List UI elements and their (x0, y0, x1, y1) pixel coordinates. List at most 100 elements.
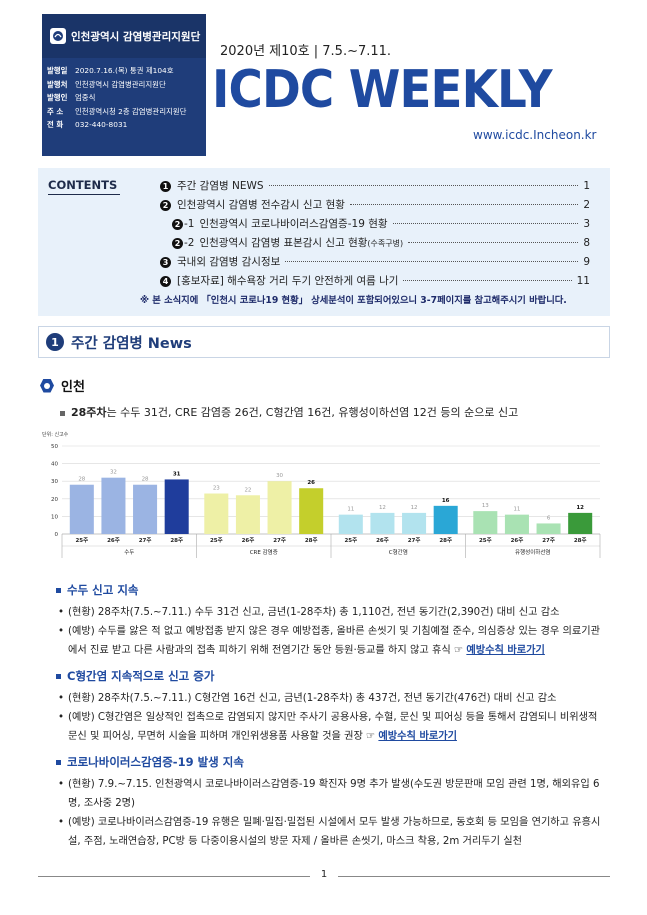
toc-item[interactable]: 1 주간 감염병 NEWS 1 (160, 178, 590, 193)
meta-value: 032-440-8031 (75, 120, 128, 130)
issue-info: 2020년 제10호 | 7.5.~7.11. (220, 44, 392, 59)
toc-page: 2 (583, 199, 590, 211)
contents-note: ※ 본 소식지에 「인천시 코로나19 현황」 상세분석이 포함되어있으니 3-… (140, 295, 567, 306)
data-label: 26 (307, 480, 315, 486)
dot-bullet-icon: • (58, 693, 65, 704)
section-header: 1 주간 감염병 News (38, 326, 610, 358)
block-item-text: (현황) 28주차(7.5.~7.11.) 수두 31건 신고, 금년(1-28… (68, 607, 560, 618)
y-axis-label: 단위: 신고수 (42, 431, 69, 438)
bar (536, 523, 561, 534)
y-tick-label: 0 (55, 532, 59, 538)
block-item: • (현황) 28주차(7.5.~7.11.) C형간염 16건 신고, 금년(1… (58, 689, 608, 708)
x-tick-label: 27주 (408, 536, 421, 544)
toc-text: 인천광역시 감염병 표본감시 신고 현황 (199, 237, 368, 249)
block-item-text: (현황) 7.9.~7.15. 인천광역시 코로나바이러스감염증-19 확진자 … (68, 779, 600, 809)
data-label: 16 (442, 498, 450, 504)
dot-bullet-icon: • (58, 817, 65, 828)
x-tick-label: 25주 (210, 536, 223, 544)
toc-text-note: (수족구병) (367, 239, 404, 248)
toc-number: 4 (160, 276, 171, 287)
meta-value: 엄중식 (75, 93, 96, 103)
x-tick-label: 25주 (344, 536, 357, 544)
toc-number: 3 (160, 257, 171, 268)
block-item: • (현황) 7.9.~7.15. 인천광역시 코로나바이러스감염증-19 확진자… (58, 775, 608, 813)
publication-meta: 발행일 2020.7.16.(목) 통권 제104호 발행처 인천광역시 감염병관리… (42, 64, 206, 132)
block-item: • (예방) C형간염은 일상적인 접촉으로 감염되지 않지만 주사기 공용사용,… (58, 708, 608, 746)
toc-page: 8 (583, 237, 590, 249)
block-item-text: (예방) 수두를 앓은 적 없고 예방접종 받지 않은 경우 예방접종, 올바른… (68, 626, 600, 656)
toc-page: 9 (583, 256, 590, 268)
prevention-guide-link[interactable]: 예방수칙 바로가기 (466, 645, 545, 656)
prevention-guide-link[interactable]: 예방수칙 바로가기 (378, 731, 457, 742)
meta-key: 발행처 (47, 79, 68, 89)
x-tick-label: 25주 (75, 536, 88, 544)
data-label: 28 (142, 477, 149, 483)
block-item: • (예방) 수두를 앓은 적 없고 예방접종 받지 않은 경우 예방접종, 올바… (58, 622, 608, 660)
toc-subnumber: -1 (184, 218, 195, 230)
toc-leader (285, 261, 579, 262)
toc-item[interactable]: 4 [홍보자료] 해수욕장 거리 두기 안전하게 여름 나기 11 (160, 273, 590, 288)
meta-key: 발행인 (47, 93, 68, 103)
toc-leader (408, 242, 579, 243)
group-label: C형간염 (389, 548, 408, 556)
meta-key: 전 화 (47, 120, 64, 130)
bar (69, 484, 94, 534)
x-tick-label: 26주 (242, 536, 255, 544)
square-bullet-icon (56, 674, 61, 679)
page-number: 1 (310, 869, 338, 880)
group-label: 유행성이하선염 (515, 548, 550, 556)
toc-text: [홍보자료] 해수욕장 거리 두기 안전하게 여름 나기 (177, 275, 399, 287)
toc-page: 1 (583, 180, 590, 192)
toc-subnumber: -2 (184, 237, 195, 249)
block-heading-text: C형간염 지속적으로 신고 증가 (67, 669, 215, 683)
bar (204, 493, 229, 534)
x-tick-label: 28주 (574, 536, 587, 544)
toc-leader (392, 223, 579, 224)
block-item-text: (현황) 28주차(7.5.~7.11.) C형간염 16건 신고, 금년(1-… (68, 693, 557, 704)
summary-text: 는 수두 31건, CRE 감염증 26건, C형간염 16건, 유행성이하선염… (106, 406, 519, 419)
toc-text: 인천광역시 감염병 전수감시 신고 현황 (177, 199, 345, 211)
data-label: 22 (244, 487, 251, 493)
toc-item[interactable]: 2 인천광역시 감염병 전수감시 신고 현황 2 (160, 197, 590, 212)
x-tick-label: 26주 (511, 536, 524, 544)
toc-item[interactable]: 2 -1 인천광역시 코로나바이러스감염증-19 현황 3 (172, 216, 590, 231)
contents-label: CONTENTS (48, 178, 120, 195)
bar (133, 484, 158, 534)
data-label: 23 (213, 486, 220, 492)
block-heading-text: 코로나바이러스감염증-19 발생 지속 (67, 755, 244, 769)
toc-page: 11 (576, 275, 590, 287)
meta-value: 인천광역시 감염병관리지원단 (75, 79, 166, 89)
dot-bullet-icon: • (58, 607, 65, 618)
x-tick-label: 26주 (376, 536, 389, 544)
weekly-report-bar-chart: 단위: 신고수 0 10 20 30 40 50 28 25주 32 26주 28 27주 31 28주수두… (42, 431, 601, 558)
x-tick-label: 25주 (479, 536, 492, 544)
square-bullet-icon (56, 760, 61, 765)
bar (568, 512, 593, 534)
toc-item[interactable]: 2 -2 인천광역시 감염병 표본감시 신고 현황 (수족구병) 8 (172, 235, 590, 250)
toc-number: 2 (172, 219, 183, 230)
meta-value: 2020.7.16.(목) 통권 제104호 (75, 66, 174, 75)
toc-leader (268, 185, 579, 186)
toc-text: 인천광역시 코로나바이러스감염증-19 현황 (199, 218, 388, 230)
summary-week: 28주차 (71, 406, 107, 419)
bar (473, 511, 498, 534)
bar (402, 512, 427, 534)
data-label: 12 (379, 505, 386, 511)
toc-leader (403, 280, 572, 281)
toc-number: 1 (160, 181, 171, 192)
data-label: 6 (547, 515, 551, 521)
dot-bullet-icon: • (58, 626, 65, 637)
website-link[interactable]: www.icdc.Incheon.kr (473, 128, 597, 142)
dot-bullet-icon: • (58, 712, 65, 723)
section-number: 1 (46, 333, 64, 351)
data-label: 12 (411, 505, 418, 511)
y-tick-label: 30 (51, 479, 58, 485)
dot-bullet-icon: • (58, 779, 65, 790)
data-label: 31 (173, 471, 181, 477)
toc-leader (349, 204, 579, 205)
toc-item[interactable]: 3 국내외 감염병 감시정보 9 (160, 254, 590, 269)
x-tick-label: 27주 (273, 536, 286, 544)
block-item: • (현황) 28주차(7.5.~7.11.) 수두 31건 신고, 금년(1-2… (58, 603, 608, 622)
data-label: 32 (110, 470, 117, 476)
bar (370, 512, 395, 534)
